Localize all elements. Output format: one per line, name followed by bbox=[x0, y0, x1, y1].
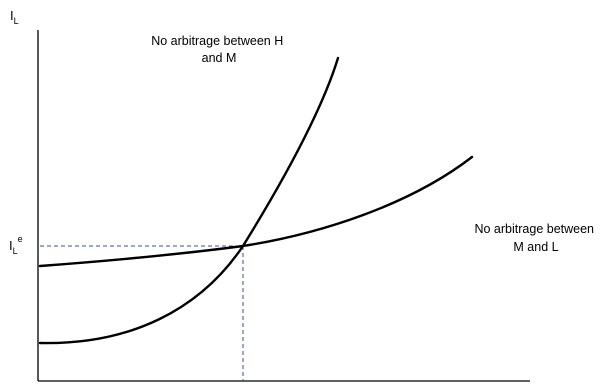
curve-label-m-l-line-2: M and L bbox=[513, 240, 558, 254]
y-axis-label: IL bbox=[10, 8, 19, 26]
curve-label-h-m-line-1: No arbitrage between H bbox=[151, 34, 283, 48]
curve-label-h-m-line-2: and M bbox=[202, 51, 237, 65]
equilibrium-label-main: I bbox=[9, 238, 13, 253]
curve-label-m-l-line-1: No arbitrage between bbox=[474, 222, 594, 236]
y-axis-label-subscript: L bbox=[14, 16, 19, 26]
curve-label-m-l: No arbitrage between M and L bbox=[474, 222, 597, 254]
curve-label-h-m: No arbitrage between H and M bbox=[151, 34, 287, 65]
curve-no-arbitrage-m-l bbox=[38, 155, 474, 268]
y-axis-label-main: I bbox=[10, 8, 14, 23]
equilibrium-label: ILe bbox=[9, 234, 23, 256]
equilibrium-label-superscript: e bbox=[18, 234, 23, 244]
equilibrium-label-subscript: L bbox=[13, 246, 18, 256]
curve-no-arbitrage-h-m bbox=[38, 56, 340, 345]
